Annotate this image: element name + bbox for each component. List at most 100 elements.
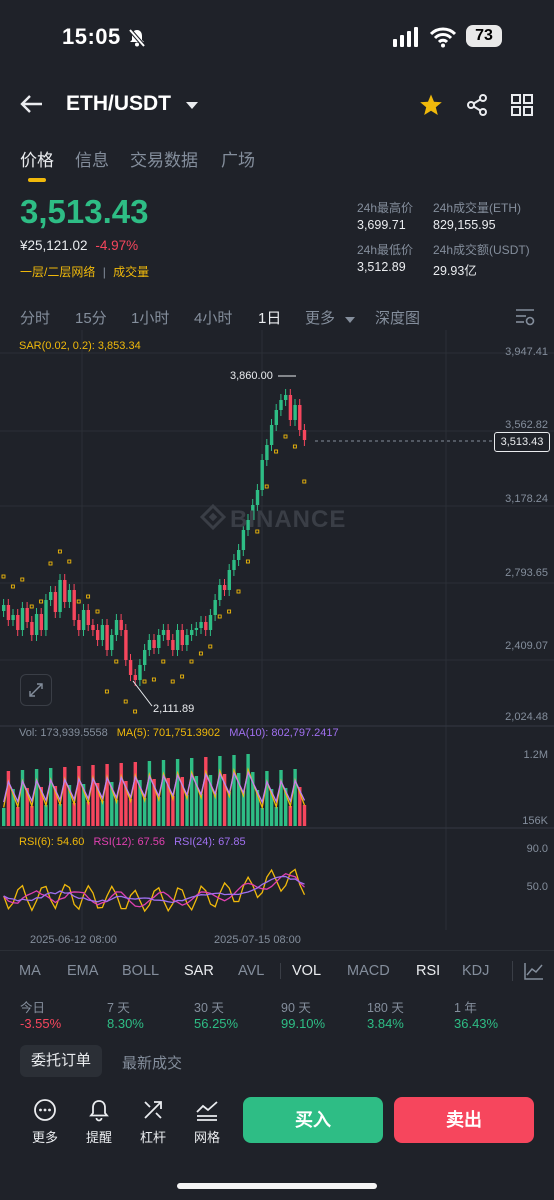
candle — [199, 622, 203, 628]
interval-time[interactable]: 分时 — [20, 310, 51, 327]
volume-bar — [49, 768, 53, 826]
perf-1y-value: 36.43% — [454, 1016, 499, 1031]
price-tick-2: 3,562.82 — [505, 419, 548, 431]
share-icon[interactable] — [465, 93, 489, 122]
indicator-kdj[interactable]: KDJ — [462, 963, 490, 979]
indicator-macd[interactable]: MACD — [347, 963, 390, 979]
candle — [2, 605, 6, 611]
kline-chart[interactable] — [0, 330, 554, 950]
pair-name: ETH/USDT — [66, 92, 171, 115]
indicator-avl[interactable]: AVL — [238, 963, 265, 979]
leverage-icon[interactable] — [131, 1098, 175, 1127]
grid-label[interactable]: 网格 — [193, 1130, 220, 1145]
tab-square[interactable]: 广场 — [221, 151, 255, 170]
indicator-ma[interactable]: MA — [19, 963, 41, 979]
indicator-settings-icon[interactable] — [524, 961, 544, 986]
volume-tag[interactable]: 成交量 — [113, 265, 150, 279]
rsi12-label: RSI(12): 67.56 — [93, 836, 166, 848]
volume-bar — [279, 770, 283, 826]
volume-bar — [208, 775, 213, 826]
interval-4h[interactable]: 4小时 — [194, 310, 233, 327]
volume-bar — [293, 769, 297, 826]
sar-dot — [10, 584, 15, 589]
candle — [260, 460, 264, 490]
back-arrow-icon[interactable] — [20, 94, 44, 119]
status-bar: 15:05 73 — [0, 0, 554, 70]
candle — [194, 628, 199, 630]
sar-dot — [142, 679, 147, 684]
alert-label[interactable]: 提醒 — [85, 1130, 112, 1145]
sar-dot — [245, 559, 250, 564]
candle — [222, 585, 227, 590]
indicator-rsi[interactable]: RSI — [416, 963, 441, 979]
star-icon[interactable] — [419, 93, 443, 122]
candle — [284, 395, 288, 400]
candle — [185, 635, 189, 645]
rsi-tick-1: 90.0 — [526, 843, 548, 855]
candle — [20, 608, 25, 630]
volume-bar — [53, 786, 58, 826]
wifi-icon — [429, 26, 457, 53]
price-cny-row: ¥25,121.02 -4.97% — [20, 238, 138, 253]
tag-row: 一层/二层网络 | 成交量 — [20, 265, 150, 279]
pair-selector[interactable]: ETH/USDT — [66, 92, 199, 116]
sar-dot — [170, 679, 175, 684]
interval-1h[interactable]: 1小时 — [131, 310, 170, 327]
grid-layout-icon[interactable] — [510, 93, 534, 122]
candle — [251, 505, 255, 520]
candle — [190, 630, 194, 635]
volume-bar — [72, 803, 76, 826]
volume-bar — [171, 796, 175, 826]
candle — [91, 625, 95, 630]
interval-depth[interactable]: 深度图 — [375, 310, 421, 327]
candle — [269, 425, 274, 445]
chart-settings-icon[interactable] — [514, 307, 536, 332]
volume-bar — [133, 762, 137, 826]
candle — [246, 520, 250, 530]
sar-dot — [198, 651, 203, 656]
high-marker-label: 3,860.00 — [230, 370, 273, 382]
caret-down-icon — [345, 311, 356, 328]
price-change: -4.97% — [95, 238, 139, 253]
indicator-vol[interactable]: VOL — [292, 963, 322, 979]
candle — [133, 675, 137, 680]
vol-tick-2: 156K — [522, 815, 548, 827]
binance-logo-icon — [199, 503, 227, 537]
low-value: 3,512.89 — [357, 260, 406, 274]
low-label: 24h最低价 — [357, 243, 414, 257]
volume-bars — [2, 754, 307, 826]
tab-price[interactable]: 价格 — [20, 151, 54, 170]
network-tag[interactable]: 一层/二层网络 — [20, 265, 96, 279]
sar-dot — [76, 599, 81, 604]
indicator-divider — [280, 963, 281, 979]
volume-bar — [114, 800, 119, 826]
indicator-boll[interactable]: BOLL — [122, 963, 160, 979]
perf-30d-label: 30 天 — [194, 1001, 224, 1015]
sell-button[interactable]: 卖出 — [394, 1097, 534, 1143]
candle — [6, 605, 11, 620]
tab-latest-trades[interactable]: 最新成交 — [122, 1055, 183, 1072]
more-label[interactable]: 更多 — [31, 1130, 58, 1145]
candle — [152, 640, 156, 648]
grid-bot-icon[interactable] — [185, 1098, 229, 1127]
interval-15m[interactable]: 15分 — [75, 310, 107, 327]
perf-1y-label: 1 年 — [454, 1001, 477, 1015]
buy-button[interactable]: 买入 — [243, 1097, 383, 1143]
tab-info[interactable]: 信息 — [75, 151, 109, 170]
candles — [2, 389, 307, 686]
fullscreen-button[interactable] — [20, 674, 52, 706]
candle — [63, 580, 67, 602]
interval-more[interactable]: 更多 — [305, 307, 356, 328]
bell-icon[interactable] — [77, 1098, 121, 1127]
interval-1d[interactable]: 1日 — [258, 310, 282, 327]
indicator-ema[interactable]: EMA — [67, 963, 99, 979]
tab-trading-data[interactable]: 交易数据 — [130, 151, 198, 170]
candle — [161, 630, 166, 635]
indicator-sar[interactable]: SAR — [184, 963, 214, 979]
candle — [288, 395, 293, 420]
more-icon[interactable] — [23, 1098, 67, 1127]
volume-bar — [100, 801, 105, 826]
volume-bar — [39, 787, 43, 826]
leverage-label[interactable]: 杠杆 — [139, 1130, 166, 1145]
tab-open-orders[interactable]: 委托订单 — [20, 1045, 102, 1077]
